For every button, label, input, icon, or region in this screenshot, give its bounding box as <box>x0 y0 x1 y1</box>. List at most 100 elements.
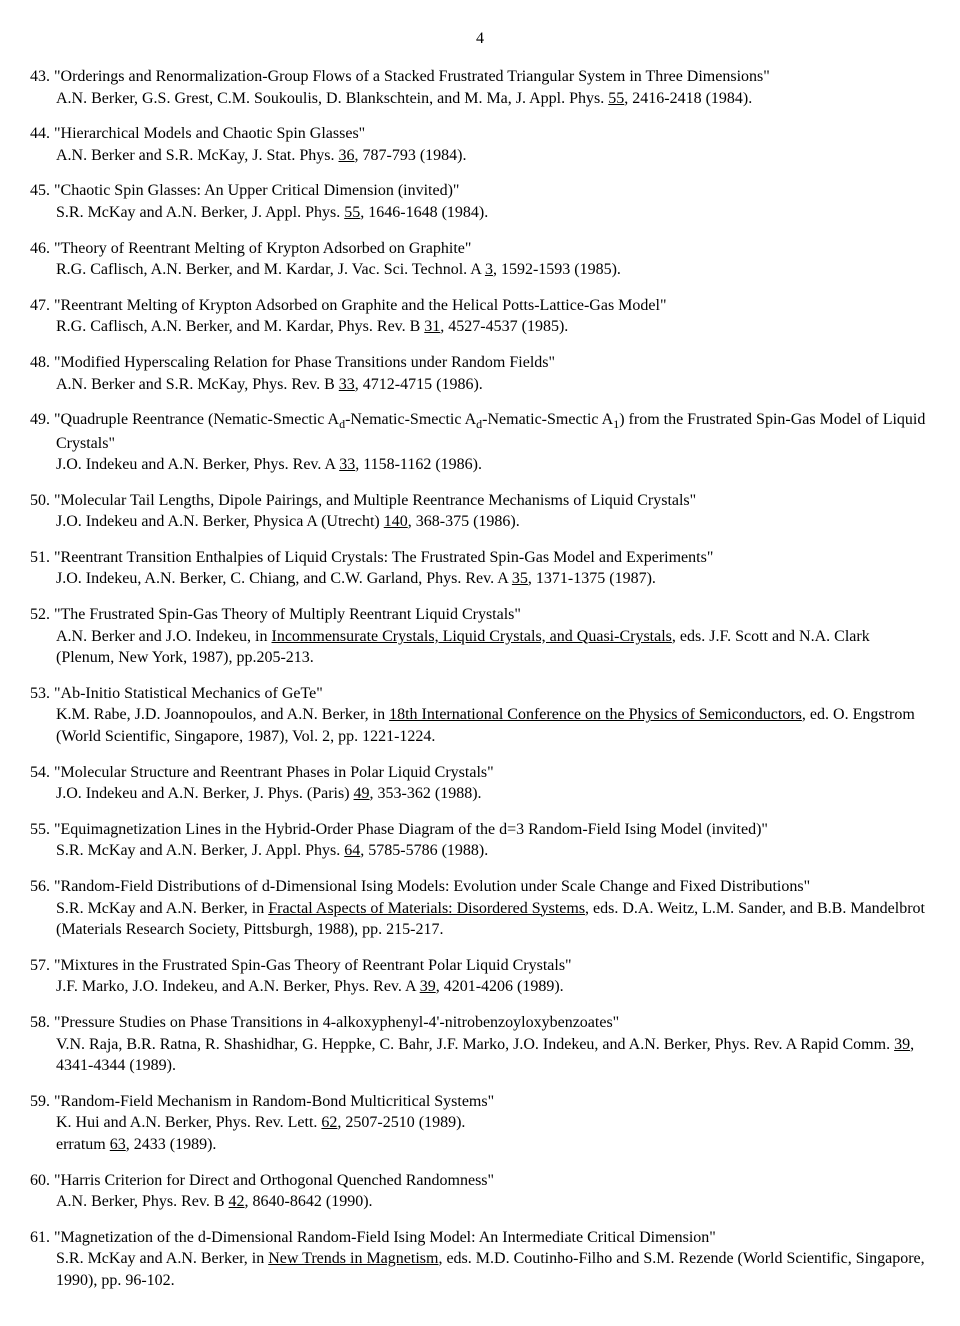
entry-title-line: 44. "Hierarchical Models and Chaotic Spi… <box>30 123 930 145</box>
entry-citation: S.R. McKay and A.N. Berker, in Fractal A… <box>30 898 930 941</box>
entry-title: "Hierarchical Models and Chaotic Spin Gl… <box>54 125 365 142</box>
entry-number: 61. <box>30 1229 54 1246</box>
underlined-ref: New Trends in Magnetism <box>268 1250 438 1267</box>
entry-number: 57. <box>30 957 54 974</box>
entry-citation: J.O. Indekeu and A.N. Berker, Phys. Rev.… <box>30 454 930 476</box>
entry-title-line: 46. "Theory of Reentrant Melting of Kryp… <box>30 238 930 260</box>
entry-title-line: 54. "Molecular Structure and Reentrant P… <box>30 762 930 784</box>
underlined-ref: 3 <box>485 261 493 278</box>
entry-title: "Magnetization of the d-Dimensional Rand… <box>54 1229 716 1246</box>
underlined-ref: 33 <box>339 456 355 473</box>
entry-citation: A.N. Berker and S.R. McKay, J. Stat. Phy… <box>30 145 930 167</box>
entry-citation: R.G. Caflisch, A.N. Berker, and M. Karda… <box>30 259 930 281</box>
reference-entry: 58. "Pressure Studies on Phase Transitio… <box>30 1012 930 1077</box>
underlined-ref: Fractal Aspects of Materials: Disordered… <box>268 900 585 917</box>
reference-entry: 57. "Mixtures in the Frustrated Spin-Gas… <box>30 955 930 998</box>
entry-citation: J.O. Indekeu and A.N. Berker, J. Phys. (… <box>30 783 930 805</box>
entry-citation: V.N. Raja, B.R. Ratna, R. Shashidhar, G.… <box>30 1034 930 1077</box>
underlined-ref: Incommensurate Crystals, Liquid Crystals… <box>272 628 672 645</box>
entry-title: "Orderings and Renormalization-Group Flo… <box>54 68 770 85</box>
reference-entry: 48. "Modified Hyperscaling Relation for … <box>30 352 930 395</box>
entry-title-line: 51. "Reentrant Transition Enthalpies of … <box>30 547 930 569</box>
entry-title: "Reentrant Transition Enthalpies of Liqu… <box>54 549 713 566</box>
entry-title: "Modified Hyperscaling Relation for Phas… <box>54 354 555 371</box>
entry-citation: R.G. Caflisch, A.N. Berker, and M. Karda… <box>30 316 930 338</box>
entry-title-line: 53. "Ab-Initio Statistical Mechanics of … <box>30 683 930 705</box>
entry-citation: A.N. Berker and J.O. Indekeu, in Incomme… <box>30 626 930 669</box>
underlined-ref: 55 <box>608 90 624 107</box>
reference-entry: 55. "Equimagnetization Lines in the Hybr… <box>30 819 930 862</box>
entry-number: 43. <box>30 68 54 85</box>
entry-number: 52. <box>30 606 54 623</box>
entry-title-line: 60. "Harris Criterion for Direct and Ort… <box>30 1170 930 1192</box>
underlined-ref: 140 <box>384 513 408 530</box>
entry-number: 46. <box>30 240 54 257</box>
entry-number: 56. <box>30 878 54 895</box>
entry-title: "Chaotic Spin Glasses: An Upper Critical… <box>54 182 459 199</box>
entry-title-line: 47. "Reentrant Melting of Krypton Adsorb… <box>30 295 930 317</box>
underlined-ref: 55 <box>344 204 360 221</box>
underlined-ref: 31 <box>424 318 440 335</box>
entry-erratum: erratum 63, 2433 (1989). <box>30 1134 930 1156</box>
reference-entry: 54. "Molecular Structure and Reentrant P… <box>30 762 930 805</box>
reference-entry: 51. "Reentrant Transition Enthalpies of … <box>30 547 930 590</box>
entry-title-line: 43. "Orderings and Renormalization-Group… <box>30 66 930 88</box>
entry-title: "Molecular Tail Lengths, Dipole Pairings… <box>54 492 696 509</box>
underlined-ref: 62 <box>321 1114 337 1131</box>
entry-citation: J.O. Indekeu, A.N. Berker, C. Chiang, an… <box>30 568 930 590</box>
reference-entry: 47. "Reentrant Melting of Krypton Adsorb… <box>30 295 930 338</box>
entry-title: "Random-Field Mechanism in Random-Bond M… <box>54 1093 494 1110</box>
entry-citation: J.F. Marko, J.O. Indekeu, and A.N. Berke… <box>30 976 930 998</box>
entry-number: 45. <box>30 182 54 199</box>
entry-number: 60. <box>30 1172 54 1189</box>
references-list: 43. "Orderings and Renormalization-Group… <box>30 66 930 1292</box>
underlined-ref: 63 <box>110 1136 126 1153</box>
entry-citation: A.N. Berker, G.S. Grest, C.M. Soukoulis,… <box>30 88 930 110</box>
reference-entry: 43. "Orderings and Renormalization-Group… <box>30 66 930 109</box>
underlined-ref: 39 <box>894 1036 910 1053</box>
reference-entry: 44. "Hierarchical Models and Chaotic Spi… <box>30 123 930 166</box>
reference-entry: 50. "Molecular Tail Lengths, Dipole Pair… <box>30 490 930 533</box>
underlined-ref: 36 <box>339 147 355 164</box>
entry-citation: S.R. McKay and A.N. Berker, in New Trend… <box>30 1248 930 1291</box>
reference-entry: 59. "Random-Field Mechanism in Random-Bo… <box>30 1091 930 1156</box>
entry-number: 49. <box>30 411 54 428</box>
entry-citation: K. Hui and A.N. Berker, Phys. Rev. Lett.… <box>30 1112 930 1134</box>
entry-title-line: 55. "Equimagnetization Lines in the Hybr… <box>30 819 930 841</box>
entry-number: 55. <box>30 821 54 838</box>
entry-title-line: 56. "Random-Field Distributions of d-Dim… <box>30 876 930 898</box>
entry-title-line: 61. "Magnetization of the d-Dimensional … <box>30 1227 930 1249</box>
entry-number: 51. <box>30 549 54 566</box>
entry-title-line: 57. "Mixtures in the Frustrated Spin-Gas… <box>30 955 930 977</box>
entry-citation: A.N. Berker and S.R. McKay, Phys. Rev. B… <box>30 374 930 396</box>
entry-title-line: 50. "Molecular Tail Lengths, Dipole Pair… <box>30 490 930 512</box>
entry-title: "Equimagnetization Lines in the Hybrid-O… <box>54 821 768 838</box>
entry-title: "Harris Criterion for Direct and Orthogo… <box>54 1172 494 1189</box>
entry-title-line: 48. "Modified Hyperscaling Relation for … <box>30 352 930 374</box>
entry-number: 58. <box>30 1014 54 1031</box>
entry-title: "Theory of Reentrant Melting of Krypton … <box>54 240 471 257</box>
underlined-ref: 42 <box>229 1193 245 1210</box>
entry-title-line: 59. "Random-Field Mechanism in Random-Bo… <box>30 1091 930 1113</box>
entry-number: 54. <box>30 764 54 781</box>
entry-title: "Reentrant Melting of Krypton Adsorbed o… <box>54 297 666 314</box>
entry-title: "Mixtures in the Frustrated Spin-Gas The… <box>54 957 572 974</box>
entry-title-line: 58. "Pressure Studies on Phase Transitio… <box>30 1012 930 1034</box>
reference-entry: 60. "Harris Criterion for Direct and Ort… <box>30 1170 930 1213</box>
underlined-ref: 18th International Conference on the Phy… <box>389 706 802 723</box>
reference-entry: 52. "The Frustrated Spin-Gas Theory of M… <box>30 604 930 669</box>
underlined-ref: 39 <box>420 978 436 995</box>
reference-entry: 61. "Magnetization of the d-Dimensional … <box>30 1227 930 1292</box>
entry-title-line: 52. "The Frustrated Spin-Gas Theory of M… <box>30 604 930 626</box>
entry-title-line: 45. "Chaotic Spin Glasses: An Upper Crit… <box>30 180 930 202</box>
entry-number: 59. <box>30 1093 54 1110</box>
entry-title: "Pressure Studies on Phase Transitions i… <box>54 1014 619 1031</box>
entry-citation: K.M. Rabe, J.D. Joannopoulos, and A.N. B… <box>30 704 930 747</box>
reference-entry: 46. "Theory of Reentrant Melting of Kryp… <box>30 238 930 281</box>
entry-title: "Random-Field Distributions of d-Dimensi… <box>54 878 810 895</box>
entry-citation: S.R. McKay and A.N. Berker, J. Appl. Phy… <box>30 202 930 224</box>
underlined-ref: 64 <box>344 842 360 859</box>
entry-number: 48. <box>30 354 54 371</box>
entry-number: 44. <box>30 125 54 142</box>
entry-title: "Ab-Initio Statistical Mechanics of GeTe… <box>54 685 323 702</box>
